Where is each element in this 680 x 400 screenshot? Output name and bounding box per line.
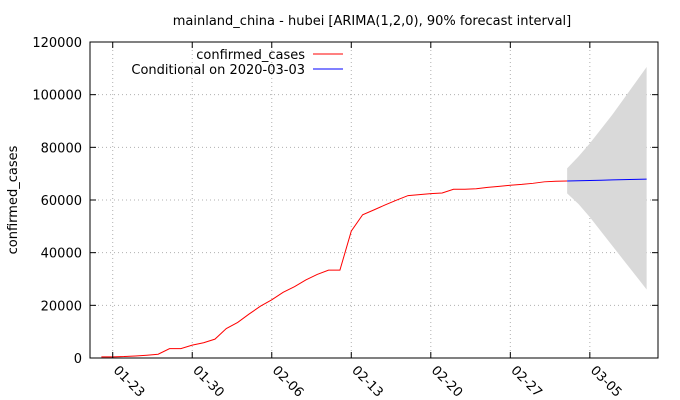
x-tick-label: 02-13 — [348, 363, 385, 400]
x-tick-label: 01-23 — [110, 363, 147, 400]
y-tick-label: 0 — [74, 352, 82, 367]
x-tick-label: 03-05 — [587, 363, 624, 400]
series-line-confirmed-cases — [101, 180, 568, 358]
series-line-conditional-forecast — [567, 178, 647, 182]
forecast-interval-band — [567, 67, 647, 290]
y-axis-ticks: 0 20000 40000 60000 80000 100000 120000 — [32, 36, 658, 367]
x-tick-label: 02-06 — [269, 363, 306, 400]
grid — [90, 42, 658, 358]
x-tick-label: 01-30 — [189, 363, 226, 400]
chart-title: mainland_china - hubei [ARIMA(1,2,0), 90… — [173, 14, 571, 29]
legend-label: Conditional on 2020-03-03 — [131, 63, 305, 78]
y-axis-label: confirmed_cases — [6, 145, 21, 254]
x-tick-label: 02-20 — [428, 363, 465, 400]
y-tick-label: 20000 — [41, 299, 82, 314]
y-tick-label: 60000 — [41, 194, 82, 209]
y-tick-label: 80000 — [41, 141, 82, 156]
y-tick-label: 100000 — [32, 89, 82, 104]
forecast-interval-area — [567, 67, 647, 290]
series-lines — [101, 178, 647, 358]
y-tick-label: 120000 — [32, 36, 82, 51]
x-tick-label: 02-27 — [507, 363, 544, 400]
legend-label: confirmed_cases — [196, 48, 305, 63]
y-tick-label: 40000 — [41, 247, 82, 262]
